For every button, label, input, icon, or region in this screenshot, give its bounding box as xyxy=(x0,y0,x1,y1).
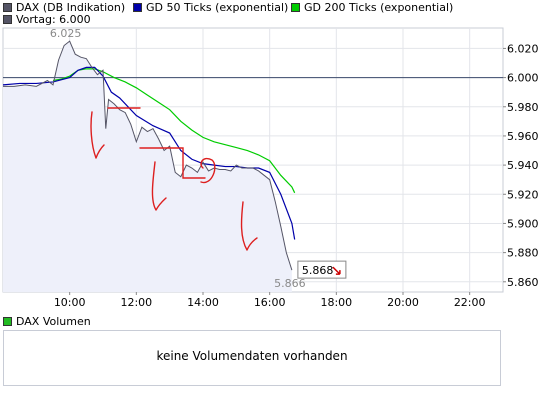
red-annotation-stroke xyxy=(240,201,258,251)
low-label: 5.866 xyxy=(274,277,306,290)
red-annotation-stroke xyxy=(139,147,206,179)
legend-swatch-vortag xyxy=(3,15,12,24)
red-annotation-stroke xyxy=(200,157,216,184)
volume-legend-label: DAX Volumen xyxy=(16,315,91,328)
last-value-box xyxy=(297,260,347,279)
y-tick-label: 5.900 xyxy=(507,217,539,230)
x-tick-label: 22:00 xyxy=(454,296,486,309)
y-tick-label: 6.020 xyxy=(507,42,539,55)
y-tick-label: 5.920 xyxy=(507,188,539,201)
down-arrow-icon xyxy=(332,266,341,275)
legend-item-dax: DAX (DB Indikation) xyxy=(3,1,125,14)
legend-label-vortag: Vortag: 6.000 xyxy=(16,13,91,26)
volume-empty-message: keine Volumendaten vorhanden xyxy=(156,349,348,363)
x-tick-label: 10:00 xyxy=(54,296,86,309)
legend-item-vortag: Vortag: 6.000 xyxy=(3,13,91,26)
legend-item-gd50: GD 50 Ticks (exponential) xyxy=(133,1,288,14)
dax-intraday-chart: 6.020 6.000 5.980 5.960 5.940 5.920 5.900 5.880… xyxy=(2,27,539,309)
y-tick-label: 5.940 xyxy=(507,159,539,172)
legend-label-gd50: GD 50 Ticks (exponential) xyxy=(146,1,289,14)
legend-label-gd200: GD 200 Ticks (exponential) xyxy=(304,1,454,14)
legend-swatch-gd50 xyxy=(133,3,142,12)
legend-label-dax: DAX (DB Indikation) xyxy=(16,1,126,14)
legend-swatch-gd200 xyxy=(291,3,300,12)
volume-legend-swatch xyxy=(3,317,12,326)
dax-price-line xyxy=(3,40,293,271)
y-tick-label: 5.980 xyxy=(507,101,539,114)
y-tick-label: 6.000 xyxy=(507,72,539,85)
legend-item-gd200: GD 200 Ticks (exponential) xyxy=(291,1,453,14)
y-tick-label: 5.880 xyxy=(507,247,539,260)
red-annotation-stroke xyxy=(151,161,167,211)
x-tick-label: 12:00 xyxy=(120,296,152,309)
y-tick-label: 5.860 xyxy=(507,276,539,289)
x-tick-label: 16:00 xyxy=(254,296,286,309)
gd200-line xyxy=(52,68,296,194)
last-value-label: 5.868 xyxy=(302,264,334,277)
volume-panel: keine Volumendaten vorhanden xyxy=(3,330,501,386)
y-tick-label: 5.960 xyxy=(507,130,539,143)
price-area-fill xyxy=(3,41,292,292)
x-tick-label: 20:00 xyxy=(387,296,419,309)
gd50-line xyxy=(2,66,296,240)
high-label: 6.025 xyxy=(50,27,82,40)
x-tick-label: 14:00 xyxy=(187,296,219,309)
legend-swatch-dax xyxy=(3,3,12,12)
volume-legend: DAX Volumen xyxy=(3,315,91,328)
x-tick-label: 18:00 xyxy=(320,296,352,309)
chart-legend: DAX (DB Indikation) GD 50 Ticks (exponen… xyxy=(0,0,545,28)
red-annotation-stroke xyxy=(90,111,105,159)
